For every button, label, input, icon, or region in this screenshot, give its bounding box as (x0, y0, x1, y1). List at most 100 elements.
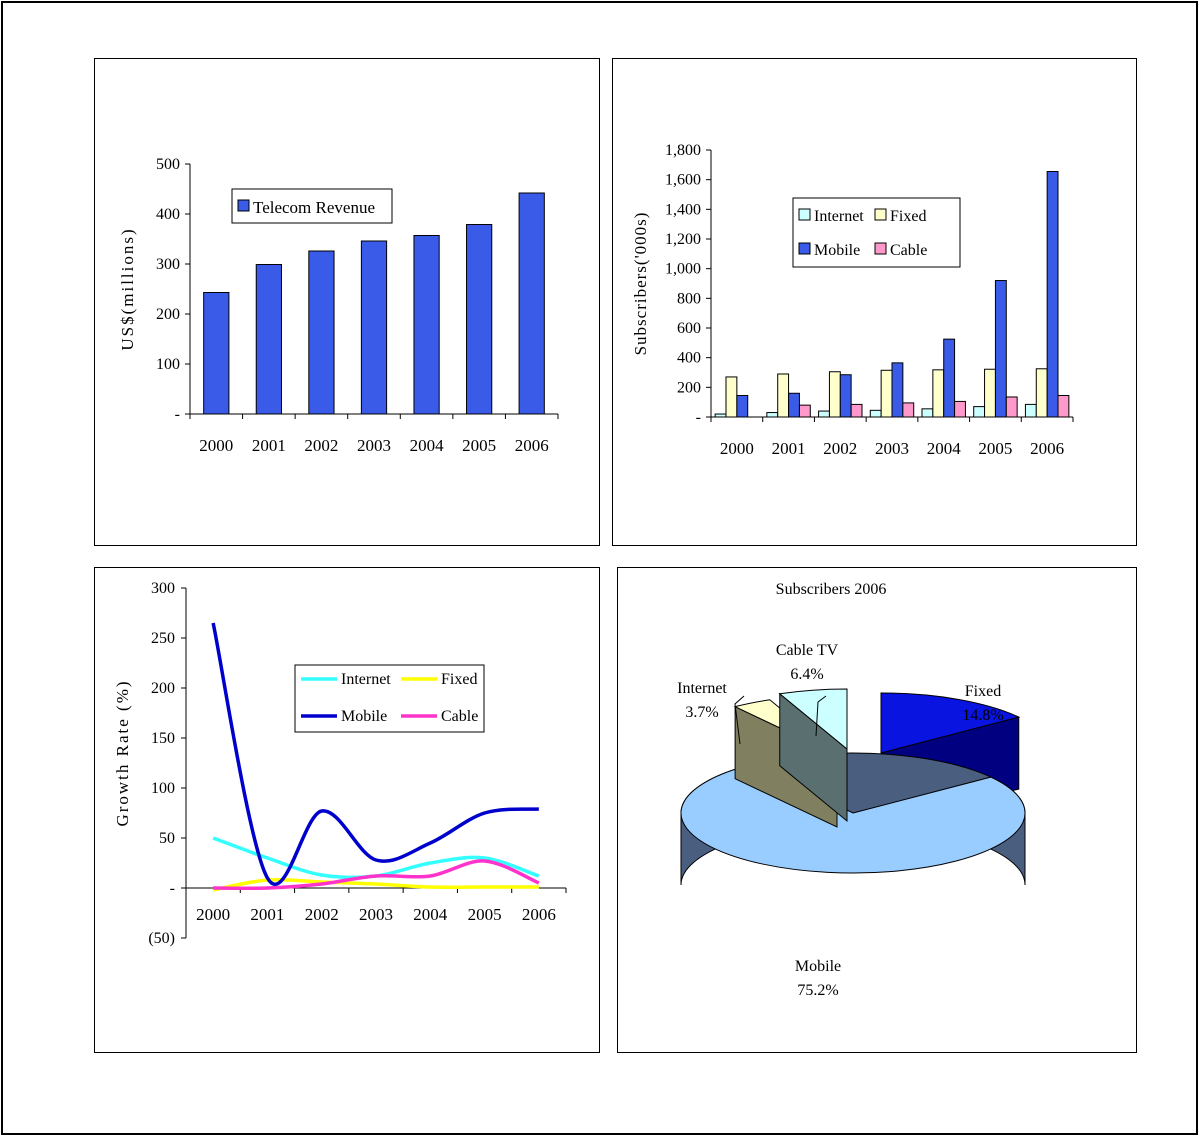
x-tick-label: 2000 (196, 905, 230, 924)
y-tick-label: - (696, 409, 701, 426)
y-tick-label: - (175, 406, 180, 423)
legend-label: Mobile (341, 708, 387, 725)
legend-label: Mobile (814, 242, 860, 259)
bar (1024, 403, 1037, 418)
bar (1035, 368, 1048, 418)
bar (1005, 396, 1018, 418)
chart-title: Subscribers 2006 (776, 581, 887, 598)
series-line-internet (212, 836, 540, 880)
bar (518, 192, 545, 415)
bar (1057, 394, 1070, 418)
legend-label: Fixed (441, 671, 477, 688)
series-line-mobile (211, 622, 539, 887)
bar (921, 408, 934, 418)
legend-label: Internet (341, 671, 391, 688)
y-tick-label: 150 (151, 730, 175, 747)
bar (255, 264, 282, 415)
bar (850, 403, 863, 418)
legend-box (231, 188, 393, 224)
pie-slice-cable-tv (778, 688, 848, 823)
pie-slice-top (880, 692, 1021, 754)
y-tick-label: 250 (151, 630, 175, 647)
y-tick-label: 100 (156, 356, 180, 373)
bar (891, 362, 904, 418)
bar (766, 412, 779, 418)
subscribers-pie-chart: Subscribers 2006 Fixed 14.8% Mobile 75.2% Int… (677, 581, 1026, 999)
slice-percent-internet: 3.7% (685, 704, 718, 721)
subscribers-chart-panel: - 200 400 600 800 1,000 1,200 1,400 1,600 1,800 20… (612, 58, 1137, 546)
subscribers-bar-chart: - 200 400 600 800 1,000 1,200 1,400 1,600 1,800 20… (631, 142, 1074, 458)
x-tick-label: 2006 (515, 436, 549, 455)
x-tick-label: 2006 (522, 905, 556, 924)
slice-percent-fixed: 14.8% (962, 707, 1003, 724)
bar (828, 371, 841, 418)
bar (1046, 171, 1059, 418)
bar (818, 410, 830, 418)
chart-legend: Internet Fixed Mobile Cable (792, 197, 961, 268)
legend-swatch (874, 208, 887, 221)
x-tick-label: 2001 (252, 436, 286, 455)
revenue-bar-chart: - 100 200 300 400 500 2000 2001 2002 2003 2004 2005… (118, 156, 559, 455)
bar (308, 250, 335, 415)
bar (984, 368, 996, 418)
bar (777, 373, 790, 418)
legend-box (294, 664, 485, 733)
bar (869, 409, 882, 418)
legend-label: Fixed (890, 208, 926, 225)
legend-label: Telecom Revenue (253, 198, 375, 217)
x-tick-label: 2004 (413, 905, 448, 924)
y-tick-label: 500 (156, 156, 180, 173)
legend-label: Cable (890, 242, 927, 259)
y-axis-label: Growth Rate (%) (113, 679, 132, 826)
x-tick-label: 2005 (468, 905, 502, 924)
y-tick-label: 1,800 (665, 142, 701, 159)
y-tick-label: 1,000 (665, 261, 701, 278)
bar (714, 413, 727, 418)
x-tick-label: 2006 (1030, 439, 1064, 458)
bar (994, 280, 1007, 418)
pie-slice-top (778, 688, 848, 751)
x-tick-label: 2002 (304, 436, 338, 455)
y-axis-label: Subscribers('000s) (631, 212, 650, 356)
bar (932, 369, 945, 418)
y-tick-label: 100 (151, 780, 175, 797)
leader-line-internet (734, 695, 745, 745)
x-tick-label: 2001 (772, 439, 806, 458)
legend-label: Cable (441, 708, 478, 725)
bar (360, 240, 388, 415)
slice-percent-cable-tv: 6.4% (790, 666, 823, 683)
slice-name-mobile: Mobile (795, 958, 841, 975)
bar (839, 374, 852, 418)
chart-legend: Telecom Revenue (231, 188, 393, 224)
growth-line-chart: (50) - 50 100 150 200 250 300 2000 2001 2002 2003 20… (113, 580, 567, 947)
y-tick-label: 400 (677, 350, 701, 367)
growth-chart-panel: (50) - 50 100 150 200 250 300 2000 2001 2002 2003 20… (94, 567, 600, 1053)
legend-swatch (237, 199, 250, 212)
legend-swatch (798, 242, 811, 255)
y-tick-label: 1,400 (665, 201, 701, 218)
y-tick-label: 1,600 (665, 172, 701, 189)
y-tick-label: 400 (156, 206, 180, 223)
leader-line-cable-tv (815, 695, 827, 737)
y-tick-label: 200 (156, 306, 180, 323)
revenue-chart-panel: - 100 200 300 400 500 2000 2001 2002 2003 2004 2005… (94, 58, 600, 546)
bar (954, 400, 966, 418)
x-tick-label: 2005 (978, 439, 1012, 458)
x-tick-label: 2000 (720, 439, 754, 458)
y-tick-label: 800 (677, 290, 701, 307)
bar (466, 224, 493, 415)
x-tick-label: 2003 (357, 436, 391, 455)
slice-name-internet: Internet (677, 680, 727, 697)
x-tick-label: 2001 (250, 905, 284, 924)
x-tick-label: 2000 (199, 436, 233, 455)
slice-name-cable-tv: Cable TV (776, 642, 839, 659)
y-tick-label: - (170, 880, 175, 897)
y-tick-label: 300 (156, 256, 180, 273)
chart-legend: Internet Fixed Mobile Cable (294, 664, 485, 733)
pie-slice-mobile (680, 752, 1026, 886)
y-tick-label: 1,200 (665, 231, 701, 248)
bar (880, 369, 893, 418)
bar (798, 404, 811, 418)
y-tick-label: 200 (151, 680, 175, 697)
